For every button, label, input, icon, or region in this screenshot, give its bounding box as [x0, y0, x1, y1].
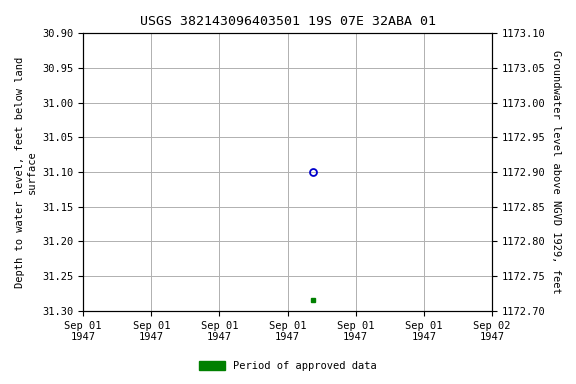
Title: USGS 382143096403501 19S 07E 32ABA 01: USGS 382143096403501 19S 07E 32ABA 01	[139, 15, 435, 28]
Legend: Period of approved data: Period of approved data	[195, 357, 381, 375]
Y-axis label: Groundwater level above NGVD 1929, feet: Groundwater level above NGVD 1929, feet	[551, 50, 561, 294]
Y-axis label: Depth to water level, feet below land
surface: Depth to water level, feet below land su…	[15, 56, 37, 288]
